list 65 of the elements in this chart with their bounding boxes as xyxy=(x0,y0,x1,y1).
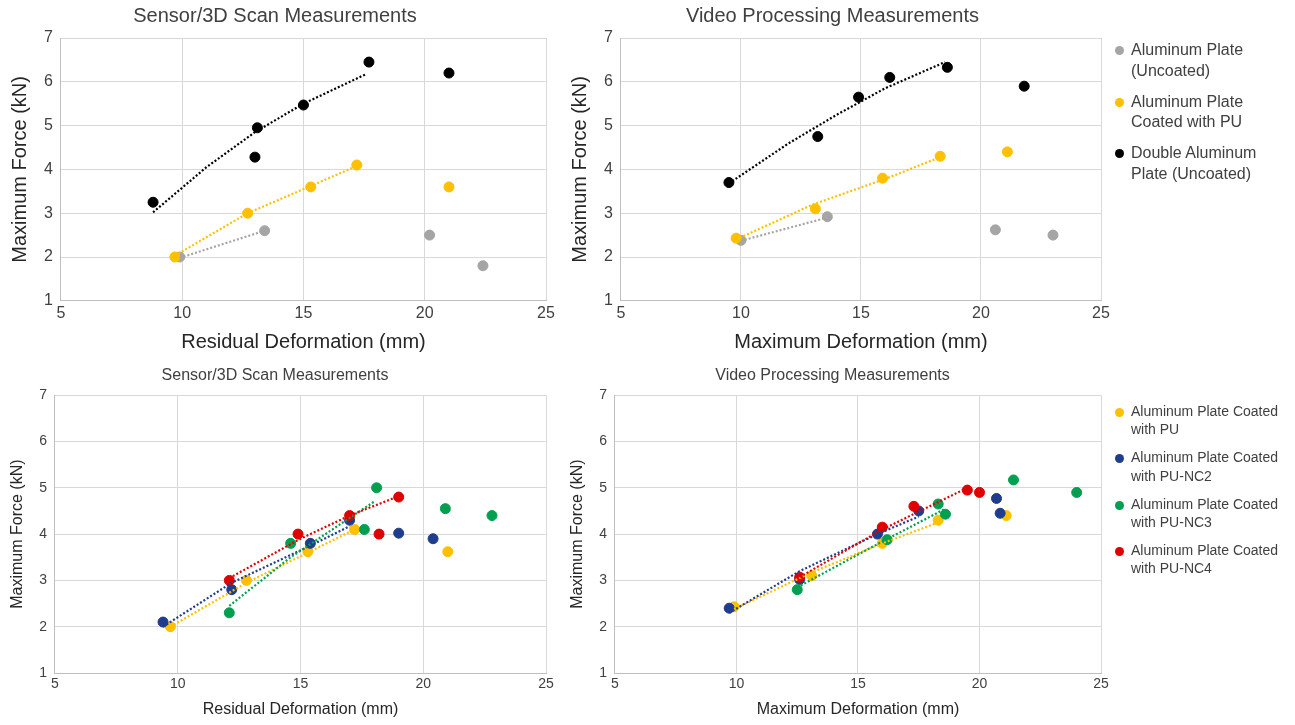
y-tick-label: 6 xyxy=(599,432,608,449)
y-tick-label: 2 xyxy=(39,617,48,634)
x-tick-label: 25 xyxy=(537,303,555,321)
y-tick-label: 6 xyxy=(603,72,613,90)
legend-label: Double Aluminum Plate (Uncoated) xyxy=(1131,143,1258,184)
x-tick-label: 15 xyxy=(292,675,309,692)
y-tick-label: 1 xyxy=(39,663,48,680)
y-tick-label: 5 xyxy=(43,116,53,134)
y-tick-label: 2 xyxy=(43,247,53,265)
x-axis-title: Maximum Deformation (mm) xyxy=(756,699,960,717)
legend-label: Aluminum Plate Coated with PU-NC2 xyxy=(1131,448,1280,485)
x-tick-label: 25 xyxy=(538,675,554,692)
x-tick-label: 5 xyxy=(56,303,66,321)
x-tick-label: 10 xyxy=(169,675,186,692)
y-tick-label: 7 xyxy=(39,386,48,403)
x-tick-label: 15 xyxy=(850,675,866,692)
y-tick-label: 4 xyxy=(603,159,613,177)
y-tick-label: 4 xyxy=(43,159,53,177)
x-tick-label: 15 xyxy=(852,303,870,321)
legend-label: Aluminum Plate Coated with PU-NC3 xyxy=(1131,494,1280,532)
legend-label: Aluminum Plate Coated with PU-NC4 xyxy=(1131,541,1280,578)
chart-title: Sensor/3D Scan Measurements xyxy=(161,366,389,384)
y-tick-label: 6 xyxy=(43,72,53,90)
y-axis-title: Maximum Force (kN) xyxy=(568,459,586,609)
legend-label: Aluminum Plate Coated with PU xyxy=(1131,402,1280,439)
chart-title: Sensor/3D Scan Measurements xyxy=(133,3,417,26)
y-axis-title: Maximum Force (kN) xyxy=(8,459,26,609)
legend-label: Aluminum Plate Coated with PU xyxy=(1131,91,1245,133)
y-axis-title: Maximum Force (kN) xyxy=(7,76,30,263)
x-tick-label: 25 xyxy=(1093,675,1109,692)
x-tick-label: 10 xyxy=(728,675,745,692)
y-tick-label: 4 xyxy=(39,524,48,541)
y-tick-label: 1 xyxy=(599,663,608,680)
y-tick-label: 3 xyxy=(603,203,613,221)
x-tick-label: 5 xyxy=(616,303,626,321)
chart-title: Video Processing Measurements xyxy=(715,366,950,384)
y-tick-label: 4 xyxy=(599,524,608,541)
y-tick-label: 3 xyxy=(39,571,48,588)
y-tick-label: 1 xyxy=(43,291,53,309)
y-axis-title: Maximum Force (kN) xyxy=(567,76,590,263)
y-tick-label: 7 xyxy=(43,28,53,46)
y-tick-label: 7 xyxy=(599,386,608,403)
x-tick-label: 15 xyxy=(294,303,313,321)
y-tick-label: 6 xyxy=(39,432,48,449)
y-tick-label: 5 xyxy=(39,478,48,495)
x-tick-label: 25 xyxy=(1092,303,1110,321)
x-axis-title: Residual Deformation (mm) xyxy=(202,699,399,717)
y-tick-label: 1 xyxy=(603,291,613,309)
y-tick-label: 2 xyxy=(603,247,613,265)
y-tick-label: 3 xyxy=(599,571,608,588)
y-tick-label: 2 xyxy=(599,617,608,634)
y-tick-label: 3 xyxy=(43,203,53,221)
y-tick-label: 5 xyxy=(599,478,608,495)
x-tick-label: 20 xyxy=(415,303,434,321)
x-tick-label: 10 xyxy=(173,303,192,321)
y-tick-label: 5 xyxy=(603,116,613,134)
x-axis-title: Maximum Deformation (mm) xyxy=(734,329,988,352)
x-axis-title: Residual Deformation (mm) xyxy=(181,329,426,352)
x-tick-label: 20 xyxy=(415,675,432,692)
x-tick-label: 10 xyxy=(732,303,750,321)
x-tick-label: 20 xyxy=(971,675,988,692)
x-tick-label: 20 xyxy=(972,303,990,321)
chart-title: Video Processing Measurements xyxy=(685,3,980,26)
legend-label: Aluminum Plate (Uncoated) xyxy=(1131,40,1245,81)
y-tick-label: 7 xyxy=(603,28,613,46)
